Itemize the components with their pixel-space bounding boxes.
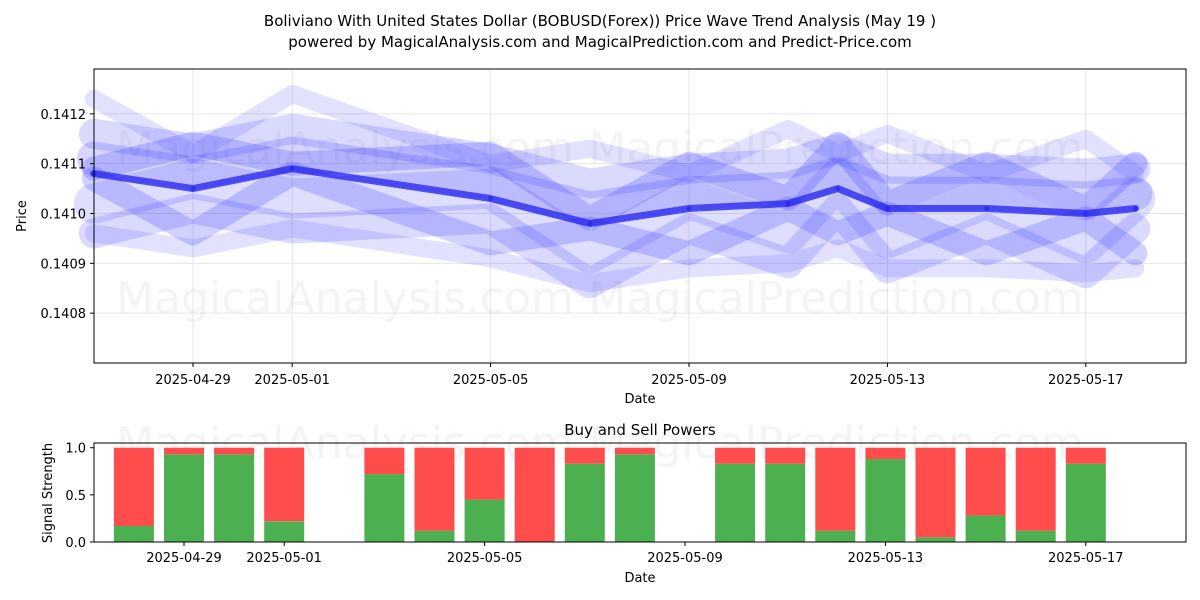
price-y-tick-label: 0.1408	[41, 307, 87, 322]
sell-power-bar	[815, 447, 856, 531]
signal-panel-title: Buy and Sell Powers	[564, 421, 716, 439]
buy-power-bar	[1015, 530, 1056, 542]
signal-plot-frame	[93, 442, 1187, 543]
signal-x-tick-label: 2025-05-05	[447, 551, 523, 566]
buy-power-bar	[915, 537, 956, 542]
sell-power-bar	[1015, 447, 1056, 531]
buy-power-bar	[715, 463, 756, 542]
price-point	[289, 166, 295, 172]
sell-power-bar	[965, 447, 1006, 516]
price-axis-ticks: 0.1408 0.1409 0.1410 0.1411 0.1412 2025-04-29…	[41, 108, 1124, 388]
price-y-axis-label: Price	[15, 200, 30, 232]
price-wave-band	[78, 113, 1151, 199]
price-wave-band	[84, 219, 1145, 293]
price-x-axis-label: Date	[624, 392, 655, 407]
price-x-tick-label: 2025-05-01	[254, 373, 330, 388]
price-plot-frame	[93, 68, 1187, 364]
buy-power-bar	[414, 530, 455, 542]
signal-y-tick-label: 0.5	[65, 489, 86, 504]
buy-power-bar	[1065, 463, 1106, 542]
buy-power-bar	[113, 526, 154, 542]
price-y-tick-label: 0.1410	[41, 208, 87, 223]
price-point	[984, 206, 990, 212]
signal-x-tick-label: 2025-05-09	[647, 551, 723, 566]
watermark-top-1: MagicalAnalysis.com	[116, 123, 574, 174]
chart-title: Boliviano With United States Dollar (BOB…	[264, 12, 936, 30]
sell-power-bar	[1065, 447, 1106, 464]
price-wave-band	[78, 193, 1151, 299]
price-x-tick-label: 2025-04-29	[155, 373, 231, 388]
signal-x-tick-label: 2025-05-17	[1048, 551, 1124, 566]
price-point	[835, 186, 841, 192]
buy-power-bar	[815, 530, 856, 542]
sell-power-bar	[564, 447, 605, 464]
signal-x-tick-label: 2025-05-01	[246, 551, 322, 566]
sell-power-bar	[614, 447, 655, 455]
chart-subtitle: powered by MagicalAnalysis.com and Magic…	[288, 33, 912, 51]
sell-power-bar	[915, 447, 956, 538]
price-y-tick-label: 0.1412	[41, 108, 87, 123]
sell-power-bar	[214, 447, 255, 455]
price-x-tick-label: 2025-05-09	[651, 373, 727, 388]
price-x-tick-label: 2025-05-13	[850, 373, 926, 388]
price-wave-band	[76, 136, 1153, 226]
signal-y-axis-label: Signal Strength	[41, 443, 56, 543]
price-point	[1132, 206, 1138, 212]
price-point	[884, 206, 890, 212]
buy-power-bar	[765, 463, 806, 542]
sell-power-bar	[113, 447, 154, 526]
price-trend-line	[90, 165, 1139, 227]
signal-x-tick-label: 2025-04-29	[146, 551, 222, 566]
buy-power-bar	[965, 515, 1006, 542]
buy-power-bar	[865, 459, 906, 542]
price-x-tick-label: 2025-05-17	[1048, 373, 1124, 388]
price-trend-series	[90, 165, 1139, 227]
price-point	[190, 186, 196, 192]
signal-axis-ticks: 0.0 0.5 1.0 2025-04-29 2025-05-01 2025-05-05 2…	[65, 442, 1123, 566]
price-x-tick-label: 2025-05-05	[453, 373, 529, 388]
buy-power-bar	[164, 454, 204, 542]
sell-power-bar	[464, 447, 505, 500]
buy-power-bar	[264, 521, 305, 542]
signal-y-tick-label: 1.0	[65, 442, 86, 457]
watermark-top-3: MagicalAnalysis.com	[116, 273, 574, 324]
price-point	[686, 206, 692, 212]
price-point	[587, 220, 593, 226]
signal-panel: Buy and Sell Powers MagicalAnalysis.com …	[41, 418, 1187, 586]
buy-power-bar	[564, 463, 605, 542]
sell-power-bar	[414, 447, 455, 531]
price-point	[488, 196, 494, 202]
price-point	[785, 201, 791, 207]
signal-x-tick-label: 2025-05-13	[848, 551, 924, 566]
price-wave-bands	[73, 84, 1156, 299]
price-y-tick-label: 0.1409	[41, 257, 87, 272]
price-watermarks: MagicalAnalysis.com MagicalPrediction.co…	[116, 123, 1083, 324]
price-point	[1083, 211, 1089, 217]
buy-power-bar	[464, 499, 505, 542]
sell-power-bar	[765, 447, 806, 464]
buy-power-bar	[214, 454, 255, 542]
price-wave-band	[81, 131, 1148, 231]
sell-power-bar	[514, 447, 555, 542]
sell-power-bar	[164, 447, 204, 455]
signal-bars	[113, 447, 1106, 542]
buy-power-bar	[364, 474, 405, 542]
sell-power-bar	[264, 447, 305, 522]
signal-y-tick-label: 0.0	[65, 536, 86, 551]
signal-x-axis-label: Date	[624, 571, 655, 586]
price-panel: MagicalAnalysis.com MagicalPrediction.co…	[15, 68, 1187, 407]
price-y-tick-label: 0.1411	[41, 158, 87, 173]
watermark-top-2: MagicalPrediction.com	[589, 123, 1084, 174]
sell-power-bar	[865, 447, 906, 459]
price-wave-band	[81, 161, 1148, 266]
sell-power-bar	[364, 447, 405, 475]
sell-power-bar	[715, 447, 756, 464]
price-wave-band	[84, 84, 1145, 183]
buy-power-bar	[614, 454, 655, 542]
watermark-top-4: MagicalPrediction.com	[589, 273, 1084, 324]
